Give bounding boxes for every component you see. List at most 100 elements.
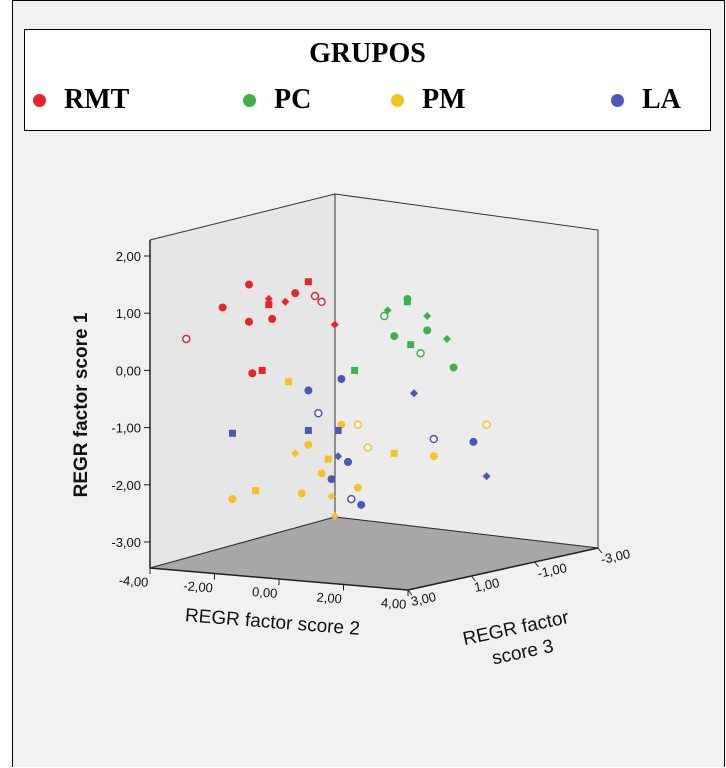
data-point <box>258 366 266 374</box>
data-point <box>252 487 260 495</box>
data-point <box>304 278 312 286</box>
data-point <box>357 500 366 509</box>
data-points <box>182 278 491 521</box>
side-tick-label: -1,00 <box>536 560 568 581</box>
data-point <box>245 280 253 289</box>
data-point <box>390 332 399 341</box>
data-point <box>317 297 326 307</box>
data-point <box>314 409 323 418</box>
legend-marker-la <box>611 93 624 107</box>
side-tick <box>534 561 539 568</box>
data-point <box>380 311 389 321</box>
front-tick-label: 0,00 <box>252 584 278 601</box>
legend-item-pc: PC <box>243 84 311 116</box>
side-tick <box>407 589 413 596</box>
legend-item-rmt: RMT <box>33 84 129 116</box>
data-point <box>390 449 398 457</box>
side-bottom-edge <box>407 547 599 591</box>
vertical-tick-label: 1,00 <box>116 306 141 321</box>
side-tick-label: 1,00 <box>473 575 501 595</box>
data-point <box>337 374 346 383</box>
data-point <box>281 297 290 306</box>
data-point <box>330 320 339 329</box>
legend-label-pc: PC <box>274 84 312 115</box>
front-tick-label: -2,00 <box>183 578 214 595</box>
back-wall <box>149 193 336 569</box>
front-tick-label: 4,00 <box>381 595 407 612</box>
front-axis-ticks: -4,00 -2,00 0,00 2,00 4,00 <box>118 568 409 612</box>
data-point <box>334 452 343 461</box>
data-point <box>334 426 342 434</box>
data-point <box>344 457 352 466</box>
vertical-axis-title: REGR factor score 1 <box>71 312 92 497</box>
data-point <box>337 420 346 429</box>
data-point <box>327 492 336 501</box>
legend-label-rmt: RMT <box>64 84 130 115</box>
data-point <box>363 443 373 452</box>
legend-item-pm: PM <box>391 84 466 116</box>
data-point <box>304 386 313 395</box>
vertical-tick-label: -3,00 <box>111 535 141 550</box>
data-point <box>268 314 277 323</box>
data-point <box>327 475 336 484</box>
data-point <box>182 334 191 344</box>
legend-marker-pc <box>243 93 256 107</box>
data-point <box>429 452 438 461</box>
data-point <box>248 369 257 378</box>
legend-marker-rmt <box>33 93 46 107</box>
data-point <box>347 494 356 504</box>
legend: GRUPOS RMT PC PM LA <box>24 29 711 131</box>
data-point <box>317 469 326 478</box>
legend-label-la: LA <box>642 84 681 115</box>
data-point <box>443 334 451 343</box>
data-point <box>353 420 363 429</box>
data-point <box>265 301 273 309</box>
data-point <box>229 429 236 437</box>
data-point <box>228 495 237 504</box>
data-point <box>304 426 312 434</box>
data-point <box>416 348 425 358</box>
data-point <box>310 291 320 301</box>
data-point <box>429 434 439 444</box>
data-point <box>285 378 293 386</box>
data-point <box>482 472 491 481</box>
data-point <box>324 455 332 463</box>
data-point <box>410 389 418 398</box>
side-axis-ticks: 3,00 1,00 -1,00 -3,00 <box>407 546 632 609</box>
legend-marker-pm <box>391 93 404 107</box>
front-tick-label: 2,00 <box>316 590 342 607</box>
side-wall <box>334 193 599 549</box>
data-point <box>423 326 432 335</box>
data-point <box>264 294 273 303</box>
data-point <box>291 289 300 298</box>
vertical-axis-ticks: 2,00 1,00 0,00 -1,00 -2,00 -3,00 <box>111 249 150 550</box>
plot-box <box>149 193 599 591</box>
legend-item-la: LA <box>611 84 681 116</box>
side-tick-label: -3,00 <box>599 546 631 567</box>
side-tick <box>470 575 476 582</box>
data-point <box>403 294 412 303</box>
data-point <box>482 420 491 429</box>
vertical-tick-label: 0,00 <box>116 363 141 378</box>
data-point <box>423 312 432 321</box>
vertical-tick-label: 2,00 <box>116 249 141 264</box>
data-point <box>304 440 313 449</box>
data-point <box>330 512 339 521</box>
data-point <box>291 449 300 458</box>
front-tick-label: -4,00 <box>118 573 149 590</box>
data-point <box>297 489 306 498</box>
data-point <box>218 303 227 312</box>
data-point <box>469 437 478 446</box>
side-tick <box>597 547 603 554</box>
legend-title: GRUPOS <box>309 38 426 69</box>
legend-label-pm: PM <box>422 84 466 115</box>
front-axis-title: REGR factor score 2 <box>184 605 360 640</box>
data-point <box>353 483 362 492</box>
side-tick-label: 3,00 <box>410 589 438 609</box>
data-point <box>351 366 359 374</box>
data-point <box>245 317 253 326</box>
data-point <box>407 341 415 349</box>
vertical-tick-label: -2,00 <box>111 478 141 493</box>
vertical-tick-label: -1,00 <box>111 421 141 436</box>
